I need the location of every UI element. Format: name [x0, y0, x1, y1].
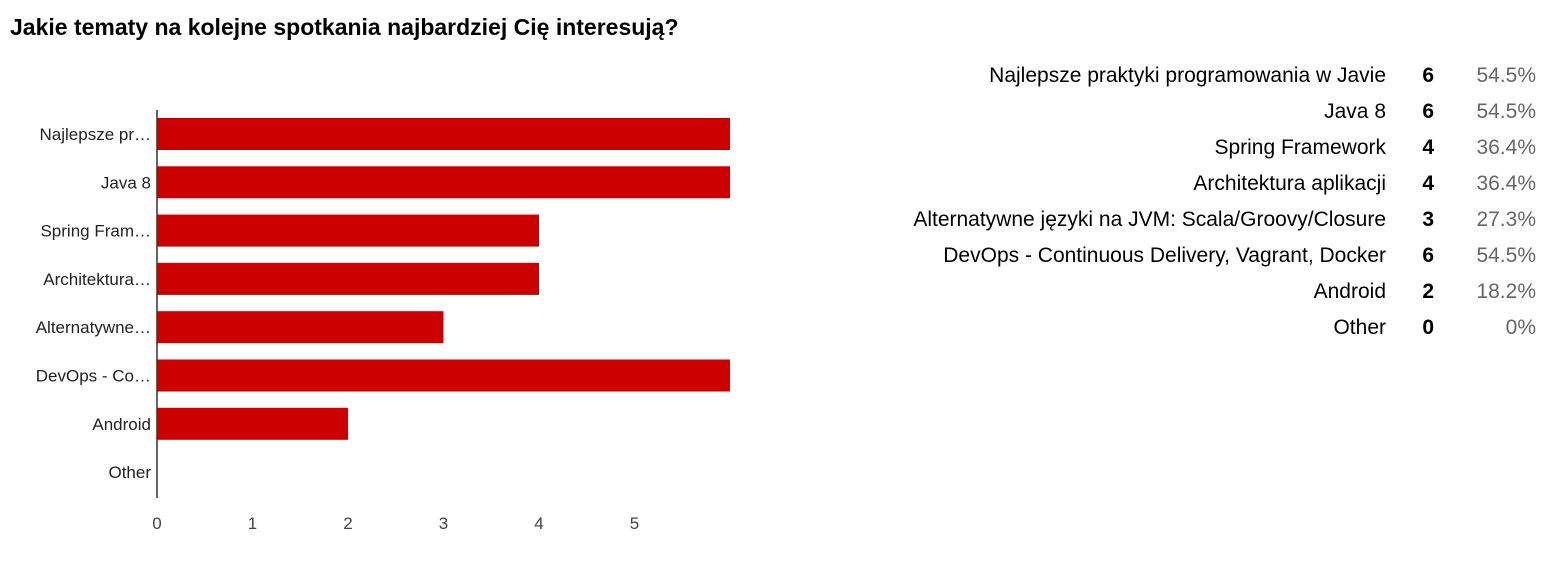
- legend-count: 4: [1422, 172, 1434, 195]
- y-tick-label: Java 8: [101, 173, 151, 192]
- legend-percent: 54.5%: [1476, 64, 1536, 87]
- legend-count: 6: [1422, 100, 1434, 123]
- bar: [157, 359, 730, 392]
- bar: [157, 262, 539, 295]
- legend-row: Android 2 18.2%: [760, 274, 1536, 310]
- legend-count: 4: [1422, 136, 1434, 159]
- bar-chart: Najlepsze pr… Java 8 Spring Fram… Architekt…: [36, 110, 730, 533]
- legend-count: 6: [1422, 64, 1434, 87]
- legend-percent: 54.5%: [1476, 100, 1536, 123]
- x-tick-label: 4: [534, 514, 543, 533]
- y-tick-label: Other: [108, 463, 151, 482]
- legend-row: Alternatywne języki na JVM: Scala/Groovy…: [760, 202, 1536, 238]
- legend-label: Najlepsze praktyki programowania w Javie: [989, 64, 1386, 87]
- legend-percent: 18.2%: [1476, 280, 1536, 303]
- chart-title: Jakie tematy na kolejne spotkania najbar…: [10, 14, 679, 40]
- legend-label: Android: [1313, 280, 1386, 303]
- legend-row: Java 8 6 54.5%: [760, 94, 1536, 130]
- legend-label: Alternatywne języki na JVM: Scala/Groovy…: [913, 208, 1386, 231]
- x-tick-label: 2: [343, 514, 352, 533]
- legend-row: Najlepsze praktyki programowania w Javie…: [760, 58, 1536, 94]
- legend-label: Other: [1333, 316, 1386, 339]
- legend: Najlepsze praktyki programowania w Javie…: [760, 58, 1536, 346]
- legend-count: 0: [1422, 316, 1434, 339]
- legend-count: 6: [1422, 244, 1434, 267]
- legend-percent: 36.4%: [1476, 172, 1536, 195]
- legend-label: Java 8: [1324, 100, 1386, 123]
- legend-label: DevOps - Continuous Delivery, Vagrant, D…: [943, 244, 1386, 267]
- legend-row: Architektura aplikacji 4 36.4%: [760, 166, 1536, 202]
- legend-percent: 27.3%: [1476, 208, 1536, 231]
- bar: [157, 407, 348, 440]
- y-tick-label: Najlepsze pr…: [40, 125, 152, 144]
- bar: [157, 214, 539, 247]
- legend-count: 2: [1422, 280, 1434, 303]
- y-tick-label: Alternatywne…: [36, 318, 151, 337]
- legend-row: Other 0 0%: [760, 310, 1536, 346]
- legend-percent: 0%: [1505, 316, 1536, 339]
- y-tick-label: Android: [92, 415, 151, 434]
- legend-percent: 36.4%: [1476, 136, 1536, 159]
- legend-row: Spring Framework 4 36.4%: [760, 130, 1536, 166]
- legend-percent: 54.5%: [1476, 244, 1536, 267]
- bar: [157, 311, 444, 344]
- legend-label: Architektura aplikacji: [1193, 172, 1386, 195]
- x-tick-label: 1: [248, 514, 257, 533]
- y-tick-label: DevOps - Co…: [36, 367, 151, 386]
- legend-row: DevOps - Continuous Delivery, Vagrant, D…: [760, 238, 1536, 274]
- bar: [157, 118, 730, 150]
- legend-count: 3: [1422, 208, 1434, 231]
- x-tick-label: 5: [630, 514, 639, 533]
- legend-label: Spring Framework: [1214, 136, 1386, 159]
- x-tick-label: 0: [152, 514, 161, 533]
- y-tick-label: Spring Fram…: [40, 222, 151, 241]
- x-tick-label: 3: [439, 514, 448, 533]
- y-tick-label: Architektura…: [43, 270, 151, 289]
- bar: [157, 166, 730, 199]
